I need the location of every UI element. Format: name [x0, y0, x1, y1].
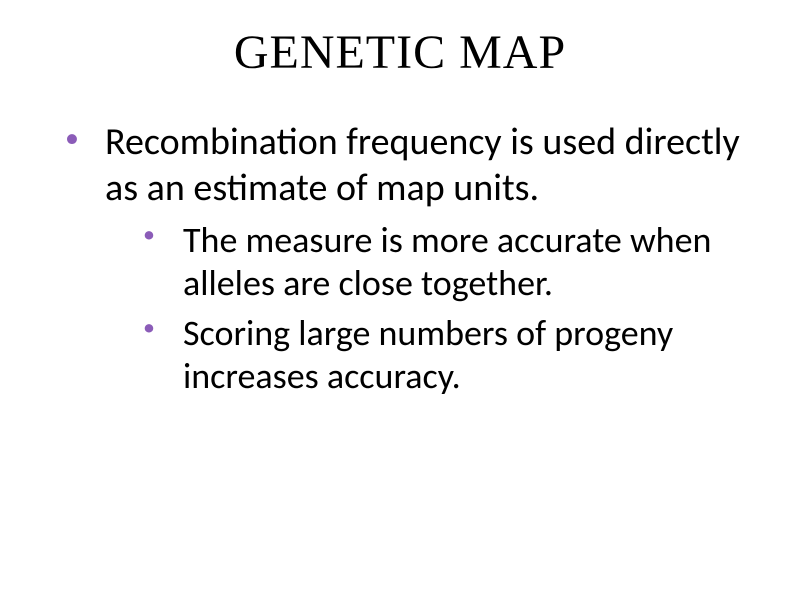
- slide-content: Recombination frequency is used directly…: [45, 120, 755, 398]
- bullet-level-2: The measure is more accurate when allele…: [143, 219, 755, 305]
- bullet-level-2: Scoring large numbers of progeny increas…: [143, 312, 755, 398]
- bullet-text: The measure is more accurate when allele…: [183, 219, 755, 305]
- bullet-level-1: Recombination frequency is used directly…: [65, 120, 755, 398]
- slide-container: GENETIC MAP Recombination frequency is u…: [0, 0, 800, 600]
- bullet-text: Recombination frequency is used directly…: [105, 120, 755, 211]
- slide-title: GENETIC MAP: [45, 25, 755, 80]
- sub-bullets-container: The measure is more accurate when allele…: [105, 219, 755, 398]
- bullet-text: Scoring large numbers of progeny increas…: [183, 312, 755, 398]
